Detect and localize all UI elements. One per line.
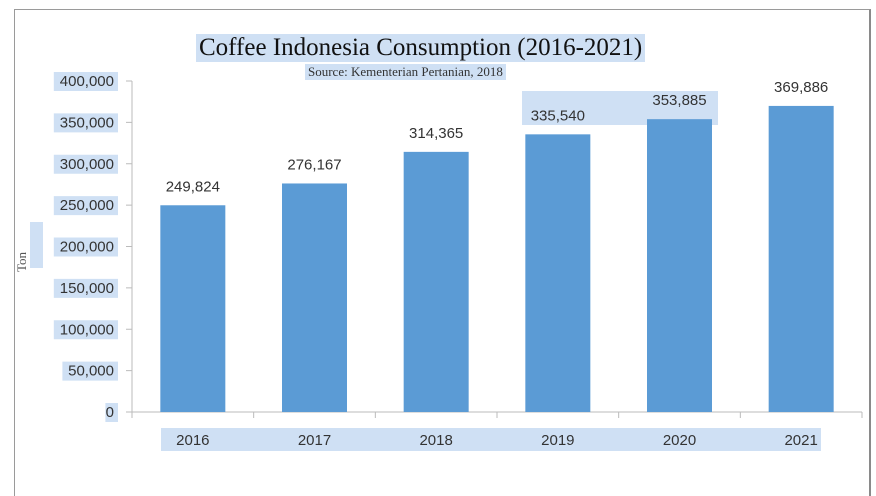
y-tick-label: 250,000 <box>60 197 114 214</box>
bar <box>403 151 469 412</box>
data-label: 353,885 <box>652 92 706 109</box>
chart-frame <box>14 9 871 496</box>
data-label: 314,365 <box>409 125 463 142</box>
x-tick-highlight <box>161 428 821 451</box>
x-tick-label: 2019 <box>541 432 574 449</box>
x-tick-label: 2021 <box>784 432 817 449</box>
data-label: 335,540 <box>531 107 585 124</box>
y-tick-highlight <box>53 196 118 216</box>
y-axis-label-highlight <box>30 222 43 268</box>
data-label: 276,167 <box>287 156 341 173</box>
bar <box>160 205 226 412</box>
bar <box>282 183 347 412</box>
bar <box>768 105 834 412</box>
y-tick-highlight <box>53 278 118 298</box>
y-tick-label: 350,000 <box>60 114 114 131</box>
y-tick-label: 100,000 <box>60 321 114 338</box>
y-tick-highlight <box>53 72 118 91</box>
x-tick-label: 2017 <box>298 432 331 449</box>
bar <box>525 134 591 413</box>
data-label: 369,886 <box>774 79 828 96</box>
y-tick-highlight <box>62 361 118 381</box>
data-label: 249,824 <box>166 178 220 195</box>
x-tick-label: 2016 <box>176 432 209 449</box>
y-tick-label: 400,000 <box>60 73 114 90</box>
chart-title: Coffee Indonesia Consumption (2016-2021) <box>196 34 646 62</box>
x-tick-label: 2020 <box>663 432 696 449</box>
y-tick-label: 0 <box>106 404 114 421</box>
chart-subtitle: Source: Kementerian Pertanian, 2018 <box>305 64 506 80</box>
y-tick-highlight <box>53 237 118 257</box>
y-tick-highlight <box>53 113 118 133</box>
y-tick-label: 200,000 <box>60 239 114 256</box>
y-tick-highlight <box>53 320 118 340</box>
y-tick-label: 300,000 <box>60 156 114 173</box>
y-tick-highlight <box>53 154 118 174</box>
x-tick-label: 2018 <box>419 432 452 449</box>
y-tick-label: 150,000 <box>60 280 114 297</box>
y-tick-highlight <box>105 403 118 422</box>
bar <box>647 119 712 413</box>
y-tick-label: 50,000 <box>68 363 114 380</box>
